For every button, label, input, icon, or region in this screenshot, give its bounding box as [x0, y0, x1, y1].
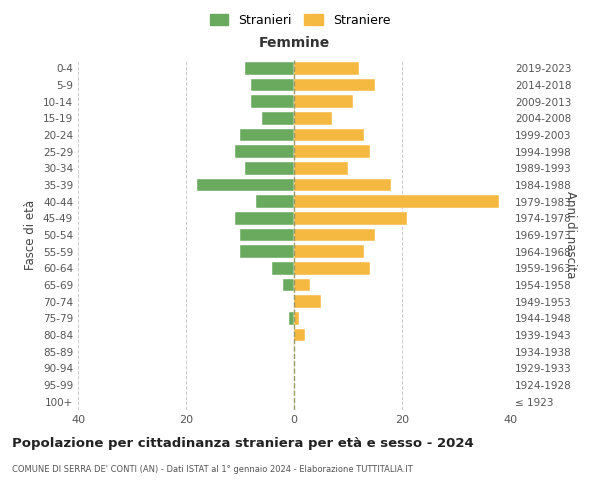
Bar: [294, 196, 499, 208]
Bar: [283, 279, 294, 291]
Text: Femmine: Femmine: [259, 36, 329, 50]
Bar: [197, 179, 294, 192]
Bar: [294, 212, 407, 224]
Text: Popolazione per cittadinanza straniera per età e sesso - 2024: Popolazione per cittadinanza straniera p…: [12, 438, 474, 450]
Bar: [294, 262, 370, 274]
Bar: [294, 146, 370, 158]
Bar: [272, 262, 294, 274]
Y-axis label: Fasce di età: Fasce di età: [25, 200, 37, 270]
Bar: [294, 129, 364, 141]
Bar: [294, 79, 375, 92]
Bar: [262, 112, 294, 124]
Bar: [294, 279, 310, 291]
Bar: [294, 179, 391, 192]
Bar: [256, 196, 294, 208]
Text: COMUNE DI SERRA DE' CONTI (AN) - Dati ISTAT al 1° gennaio 2024 - Elaborazione TU: COMUNE DI SERRA DE' CONTI (AN) - Dati IS…: [12, 466, 413, 474]
Bar: [289, 312, 294, 324]
Bar: [240, 229, 294, 241]
Bar: [294, 246, 364, 258]
Legend: Stranieri, Straniere: Stranieri, Straniere: [205, 8, 395, 32]
Bar: [240, 129, 294, 141]
Bar: [235, 146, 294, 158]
Bar: [294, 96, 353, 108]
Bar: [240, 246, 294, 258]
Bar: [245, 162, 294, 174]
Bar: [294, 229, 375, 241]
Bar: [294, 112, 332, 124]
Bar: [245, 62, 294, 74]
Bar: [294, 329, 305, 341]
Bar: [294, 62, 359, 74]
Bar: [294, 162, 348, 174]
Bar: [235, 212, 294, 224]
Bar: [294, 296, 321, 308]
Bar: [251, 96, 294, 108]
Bar: [294, 312, 299, 324]
Bar: [251, 79, 294, 92]
Y-axis label: Anni di nascita: Anni di nascita: [564, 192, 577, 278]
